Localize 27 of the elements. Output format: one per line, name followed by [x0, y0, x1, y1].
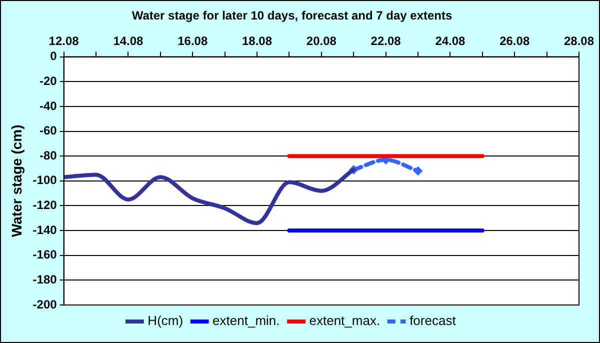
point — [414, 166, 423, 176]
x-tick-label: 28.08 — [564, 34, 594, 48]
chart-title: Water stage for later 10 days, forecast and 7 day extents — [132, 8, 452, 23]
y-tick-label: -120 — [32, 198, 58, 212]
legend-label: forecast — [410, 313, 456, 328]
y-tick-label: -180 — [32, 272, 58, 286]
x-tick-label: 14.08 — [113, 34, 144, 48]
legend-label: H(cm) — [148, 313, 184, 328]
x-tick-label: 22.08 — [370, 34, 402, 48]
y-tick-label: -140 — [32, 222, 58, 237]
x-tick-label: 24.08 — [435, 34, 466, 48]
y-tick-label: -40 — [39, 98, 58, 113]
y-tick-label: -80 — [39, 148, 58, 162]
x-tick-label: 16.08 — [178, 34, 208, 48]
y-axis-title: Water stage (cm) — [8, 124, 24, 238]
y-tick-label: -160 — [32, 248, 58, 262]
x-tick-label: 18.08 — [242, 34, 272, 48]
x-tick-label: 20.08 — [306, 34, 337, 48]
legend-label: extent_min. — [212, 313, 280, 328]
y-tick-label: 0 — [50, 49, 58, 64]
y-tick-label: -60 — [39, 124, 58, 138]
y-tick-label: -100 — [32, 173, 58, 188]
y-tick-label: -20 — [39, 74, 58, 88]
legend-label: extent_max. — [309, 313, 380, 328]
y-tick-label: -200 — [32, 297, 58, 312]
x-tick-label: 26.08 — [500, 34, 530, 48]
x-tick-label: 12.08 — [48, 34, 80, 48]
